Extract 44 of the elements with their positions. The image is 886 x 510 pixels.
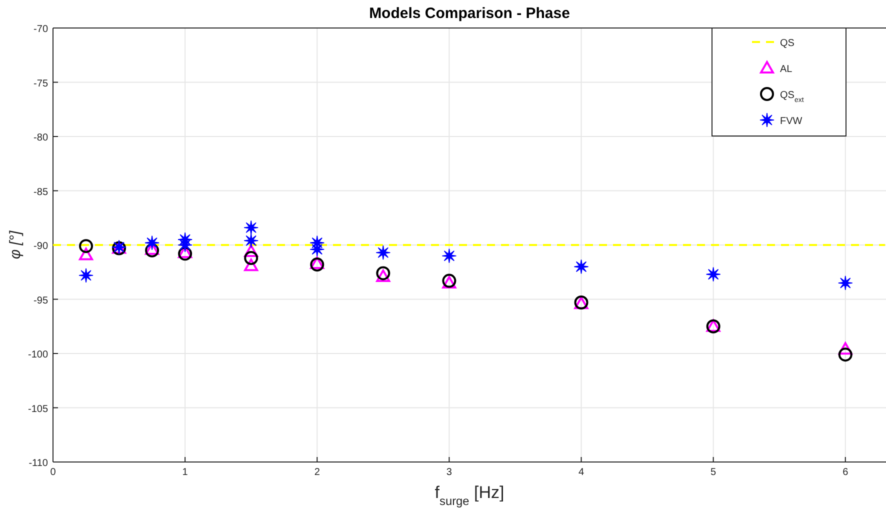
y-tick-label: -75 [34, 78, 48, 90]
y-tick-label: -110 [28, 458, 48, 469]
y-tick-label: -90 [34, 241, 48, 252]
legend-label: QS [780, 38, 795, 49]
point [376, 269, 390, 282]
point [178, 246, 192, 261]
point [244, 233, 258, 248]
x-tick-label: 5 [710, 467, 717, 478]
y-tick-label: -95 [34, 295, 48, 306]
point [79, 239, 94, 254]
chart-title: Models Comparison - Phase [369, 5, 570, 22]
y-tick-label: -80 [34, 132, 48, 144]
point [838, 348, 852, 362]
legend-label: QS$_{ext}$ [780, 90, 804, 104]
point [838, 276, 853, 290]
point [706, 266, 721, 282]
point [145, 243, 160, 258]
x-tick-label: 2 [314, 467, 320, 478]
y-axis-title: φ [°] [7, 230, 24, 260]
x-tick-label: 3 [446, 467, 452, 478]
legend-label: AL [780, 64, 793, 75]
y-tick-label: -70 [34, 24, 48, 35]
point [79, 248, 94, 260]
point [244, 244, 258, 258]
point [838, 342, 852, 355]
point [244, 251, 258, 266]
point [574, 259, 589, 274]
x-tick-label: 6 [842, 467, 849, 478]
point [244, 220, 258, 236]
point [442, 248, 457, 264]
x-tick-label: 0 [50, 467, 56, 478]
point [78, 268, 94, 283]
y-tick-label: -100 [28, 350, 48, 360]
point [310, 258, 324, 272]
x-tick-label: 4 [578, 467, 584, 478]
point [144, 235, 160, 250]
point [310, 256, 324, 269]
y-tick-label: -105 [28, 404, 48, 415]
legend-label: FVW [780, 116, 803, 127]
x-tick-label: 1 [182, 467, 188, 478]
y-tick-label: -85 [34, 186, 48, 198]
point [244, 258, 258, 272]
x-axis-title: f$_{surge}$ [Hz] [434, 483, 504, 508]
point [376, 245, 391, 260]
